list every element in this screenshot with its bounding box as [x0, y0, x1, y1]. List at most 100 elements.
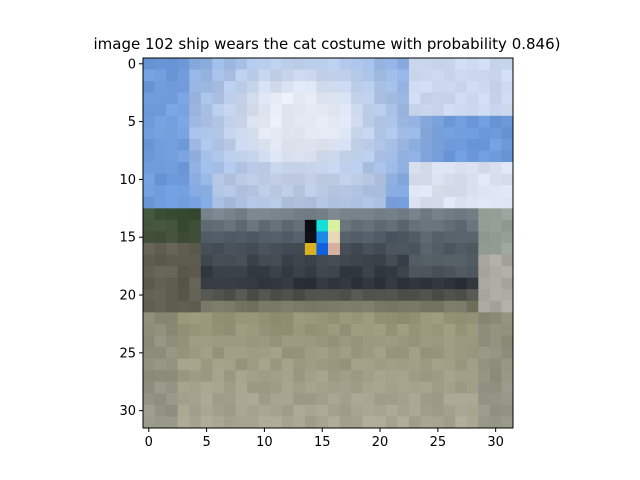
- image-pixel: [501, 104, 514, 117]
- image-pixel: [328, 92, 340, 105]
- image-pixel: [455, 92, 468, 105]
- image-pixel: [328, 266, 340, 279]
- image-pixel: [351, 58, 364, 70]
- image-pixel: [177, 150, 190, 163]
- image-pixel: [304, 312, 317, 325]
- image-pixel: [443, 243, 456, 255]
- image-pixel: [374, 404, 387, 417]
- image-pixel: [351, 104, 364, 117]
- image-pixel: [247, 138, 260, 151]
- image-pixel: [270, 370, 283, 383]
- image-pixel: [316, 381, 329, 394]
- image-pixel: [235, 208, 248, 221]
- image-pixel: [432, 404, 445, 417]
- image-pixel: [339, 300, 352, 313]
- image-pixel: [258, 150, 271, 163]
- image-pixel: [258, 370, 271, 383]
- image-pixel: [281, 243, 294, 255]
- image-pixel: [339, 231, 352, 244]
- image-pixel: [177, 208, 190, 221]
- image-pixel: [489, 92, 502, 105]
- image-pixel: [397, 104, 410, 117]
- image-pixel: [304, 173, 317, 186]
- image-pixel: [154, 69, 167, 82]
- image-pixel: [304, 416, 317, 429]
- adversarial-patch: [304, 219, 340, 255]
- image-pixel: [258, 266, 271, 279]
- image-pixel: [443, 393, 456, 406]
- image-pixel: [432, 289, 445, 302]
- image-pixel: [189, 92, 202, 105]
- image-pixel: [281, 173, 294, 186]
- image-pixel: [489, 196, 502, 209]
- image-pixel: [258, 289, 271, 302]
- image-pixel: [385, 416, 398, 429]
- image-pixel: [501, 150, 514, 163]
- image-pixel: [339, 335, 352, 348]
- image-pixel: [478, 150, 491, 163]
- image-pixel: [235, 323, 248, 336]
- image-pixel: [408, 335, 421, 348]
- image-pixel: [177, 347, 190, 360]
- image-pixel: [374, 416, 387, 429]
- image-pixel: [328, 138, 340, 151]
- image-pixel: [328, 300, 340, 313]
- image-pixel: [281, 219, 294, 232]
- image-pixel: [328, 347, 340, 360]
- image-pixel: [316, 254, 329, 267]
- image-pixel: [189, 231, 202, 244]
- image-pixel: [397, 150, 410, 163]
- image-pixel: [443, 312, 456, 325]
- image-pixel: [455, 381, 468, 394]
- image-pixel: [385, 69, 398, 82]
- image-pixel: [247, 150, 260, 163]
- image-pixel: [258, 358, 271, 371]
- x-axis: 0 5 10 15 20 25 30: [145, 428, 504, 450]
- image-pixel: [420, 416, 433, 429]
- image-pixel: [154, 115, 167, 128]
- image-pixel: [397, 335, 410, 348]
- image-pixel: [304, 254, 317, 267]
- image-pixel: [281, 81, 294, 94]
- image-pixel: [281, 138, 294, 151]
- image-pixel: [328, 69, 340, 82]
- image-pixel: [304, 185, 317, 198]
- image-pixel: [489, 381, 502, 394]
- image-pixel: [478, 335, 491, 348]
- image-pixel: [281, 127, 294, 140]
- image-pixel: [397, 266, 410, 279]
- image-pixel: [316, 358, 329, 371]
- y-tick-label: 15: [119, 231, 136, 246]
- image-pixel: [166, 196, 179, 209]
- image-pixel: [223, 358, 236, 371]
- image-pixel: [478, 104, 491, 117]
- image-pixel: [362, 277, 375, 290]
- image-pixel: [304, 370, 317, 383]
- image-pixel: [466, 254, 479, 267]
- image-pixel: [466, 416, 479, 429]
- image-pixel: [501, 300, 514, 313]
- image-pixel: [223, 300, 236, 313]
- image-pixel: [455, 208, 468, 221]
- image-pixel: [466, 266, 479, 279]
- image-pixel: [281, 185, 294, 198]
- image-pixel: [316, 277, 329, 290]
- image-pixel: [455, 138, 468, 151]
- image-pixel: [351, 185, 364, 198]
- image-pixel: [420, 81, 433, 94]
- image-pixel: [328, 277, 340, 290]
- image-pixel: [478, 323, 491, 336]
- image-pixel: [316, 266, 329, 279]
- image-pixel: [154, 393, 167, 406]
- image-pixel: [177, 115, 190, 128]
- image-pixel: [362, 370, 375, 383]
- image-pixel: [328, 127, 340, 140]
- image-pixel: [339, 254, 352, 267]
- image-pixel: [281, 404, 294, 417]
- image-pixel: [212, 323, 225, 336]
- image-pixel: [154, 58, 167, 70]
- image-pixel: [200, 162, 213, 175]
- image-pixel: [177, 381, 190, 394]
- image-pixel: [177, 312, 190, 325]
- image-pixel: [362, 300, 375, 313]
